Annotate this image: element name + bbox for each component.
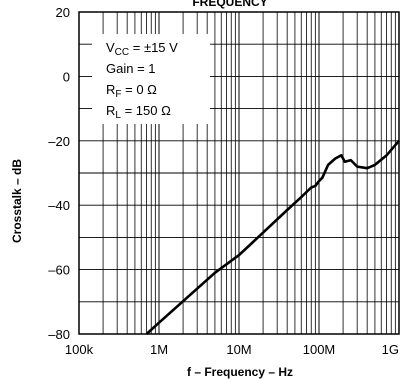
series-layer <box>145 139 400 335</box>
x-tick-label: 100M <box>303 342 336 357</box>
x-tick-labels: 100k 1M 10M 100M 1G <box>65 342 399 357</box>
condition-text: Gain = 1 <box>106 61 156 76</box>
condition-text: RL = 150 Ω <box>106 103 171 121</box>
x-tick-label: 1M <box>150 342 168 357</box>
y-tick-label: 20 <box>56 5 70 20</box>
y-tick-label: –40 <box>48 198 70 213</box>
x-axis-title: f – Frequency – Hz <box>187 365 293 379</box>
y-tick-label: –60 <box>48 263 70 278</box>
x-tick-label: 100k <box>65 342 94 357</box>
chart-title: FREQUENCY <box>192 0 267 9</box>
conditions-box: VCC = ±15 V Gain = 1 RF = 0 Ω RL = 150 Ω <box>92 34 210 124</box>
y-axis-title: Crosstalk – dB <box>10 159 24 243</box>
y-tick-label: 0 <box>63 69 70 84</box>
plot-frame <box>78 11 400 335</box>
condition-text: VCC = ±15 V <box>106 40 178 58</box>
x-tick-label: 10M <box>226 342 251 357</box>
y-tick-label: –20 <box>48 134 70 149</box>
crosstalk-curve <box>145 139 400 335</box>
condition-text: RF = 0 Ω <box>106 82 157 100</box>
y-tick-label: –80 <box>48 327 70 342</box>
y-tick-labels: 20 0 –20 –40 –60 –80 <box>48 5 70 342</box>
conditions-background <box>92 34 210 124</box>
x-tick-label: 1G <box>382 342 399 357</box>
